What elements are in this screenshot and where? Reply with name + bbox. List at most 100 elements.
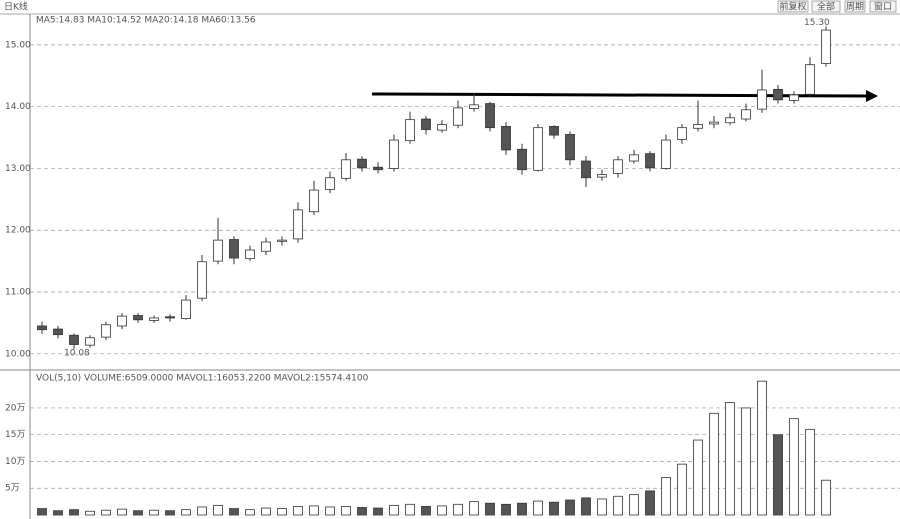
candle-body: [149, 317, 159, 321]
candle-body: [661, 139, 671, 169]
volume-bar: [677, 463, 687, 516]
y-tick-label: 15.00: [5, 40, 31, 50]
button[interactable]: [811, 0, 841, 13]
volume-bar: [69, 509, 79, 516]
candle-body: [309, 189, 319, 213]
candle-body: [597, 174, 607, 178]
candle-body: [229, 239, 239, 259]
candle-body: [277, 239, 287, 242]
y-tick-label: 15万: [5, 430, 25, 440]
y-tick-label: 13.00: [5, 164, 31, 174]
candle-body: [101, 324, 111, 338]
volume-bar: [565, 499, 575, 516]
button[interactable]: [777, 0, 809, 13]
candle-body: [85, 337, 95, 346]
candle-body: [453, 107, 463, 126]
candle-body: [341, 159, 351, 179]
volume-bar: [261, 507, 271, 516]
volume-bar: [229, 508, 239, 516]
button-label[interactable]: 前复权: [779, 1, 806, 13]
candle-body: [693, 124, 703, 129]
trend-arrow: [371, 92, 869, 98]
candle-body: [533, 127, 543, 171]
arrow-head: [866, 90, 878, 102]
volume-bar: [709, 412, 719, 516]
low-label: 10.08: [64, 348, 90, 358]
button-label[interactable]: 周期: [846, 2, 864, 13]
candle-body: [197, 261, 207, 299]
candle-body: [261, 241, 271, 252]
candle-body: [549, 126, 559, 136]
candle-body: [565, 134, 575, 161]
price-legend: MA5:14.83 MA10:14.52 MA20:14.18 MA60:13.…: [36, 16, 256, 26]
y-tick-label: 12.00: [5, 226, 31, 236]
candle-body: [437, 124, 447, 131]
volume-bar: [549, 501, 559, 516]
volume-bar: [805, 428, 815, 516]
volume-bar: [293, 506, 303, 516]
volume-bar: [389, 504, 399, 516]
candle-body: [629, 154, 639, 162]
candle-body: [357, 158, 367, 169]
volume-bar: [453, 503, 463, 516]
y-tick-label: 10.00: [5, 349, 31, 359]
candle-body: [501, 126, 511, 151]
button-label[interactable]: 全部: [817, 1, 835, 13]
volume-bar: [357, 507, 367, 516]
candle-body: [133, 315, 143, 321]
volume-bar: [341, 506, 351, 516]
volume-bar: [645, 490, 655, 516]
candle-body: [757, 89, 767, 110]
candle-body: [213, 239, 223, 262]
volume-bar: [277, 508, 287, 516]
volume-bar: [149, 509, 159, 516]
volume-bar: [485, 502, 495, 516]
candle-body: [293, 209, 303, 240]
candle-body: [325, 177, 335, 190]
candle-body: [805, 64, 815, 95]
y-tick-label: 11.00: [5, 288, 31, 298]
candle-body: [421, 118, 431, 130]
candle-body: [405, 119, 415, 142]
volume-bar: [517, 502, 527, 516]
volume-bar: [309, 505, 319, 516]
candle-body: [181, 299, 191, 319]
candle-body: [485, 103, 495, 129]
volume-bar: [37, 508, 47, 516]
candle-body: [37, 325, 47, 331]
candle-body: [709, 121, 719, 125]
volume-bar: [821, 479, 831, 516]
candle-body: [613, 159, 623, 174]
y-tick-label: 5万: [5, 484, 20, 494]
candle-body: [789, 94, 799, 101]
y-tick-label: 14.00: [5, 102, 31, 112]
candle-body: [389, 139, 399, 169]
candle-body: [741, 109, 751, 120]
volume-bar: [197, 506, 207, 516]
volume-bar: [533, 500, 543, 516]
candle-body: [117, 315, 127, 327]
volume-bar: [581, 497, 591, 516]
volume-bar: [245, 509, 255, 516]
volume-bar: [421, 506, 431, 516]
volume-legend: VOL(5,10) VOLUME:6509.0000 MAVOL1:16053.…: [36, 374, 369, 384]
volume-bar: [501, 503, 511, 516]
volume-bar: [181, 509, 191, 516]
volume-bar: [725, 402, 735, 516]
candle-body: [53, 328, 63, 336]
volume-bar: [85, 510, 95, 516]
candle-body: [469, 104, 479, 109]
button[interactable]: [869, 0, 897, 13]
volume-bar: [773, 434, 783, 516]
y-tick-label: 20万: [5, 403, 25, 413]
volume-bar: [741, 407, 751, 516]
window-title: 日K线: [4, 1, 28, 13]
high-label: 15.30: [804, 18, 830, 28]
volume-bar: [373, 507, 383, 516]
button-label[interactable]: 窗口: [874, 1, 892, 13]
candle-body: [517, 148, 527, 171]
candle-body: [677, 127, 687, 140]
candle-body: [165, 316, 175, 319]
button[interactable]: [844, 0, 866, 13]
